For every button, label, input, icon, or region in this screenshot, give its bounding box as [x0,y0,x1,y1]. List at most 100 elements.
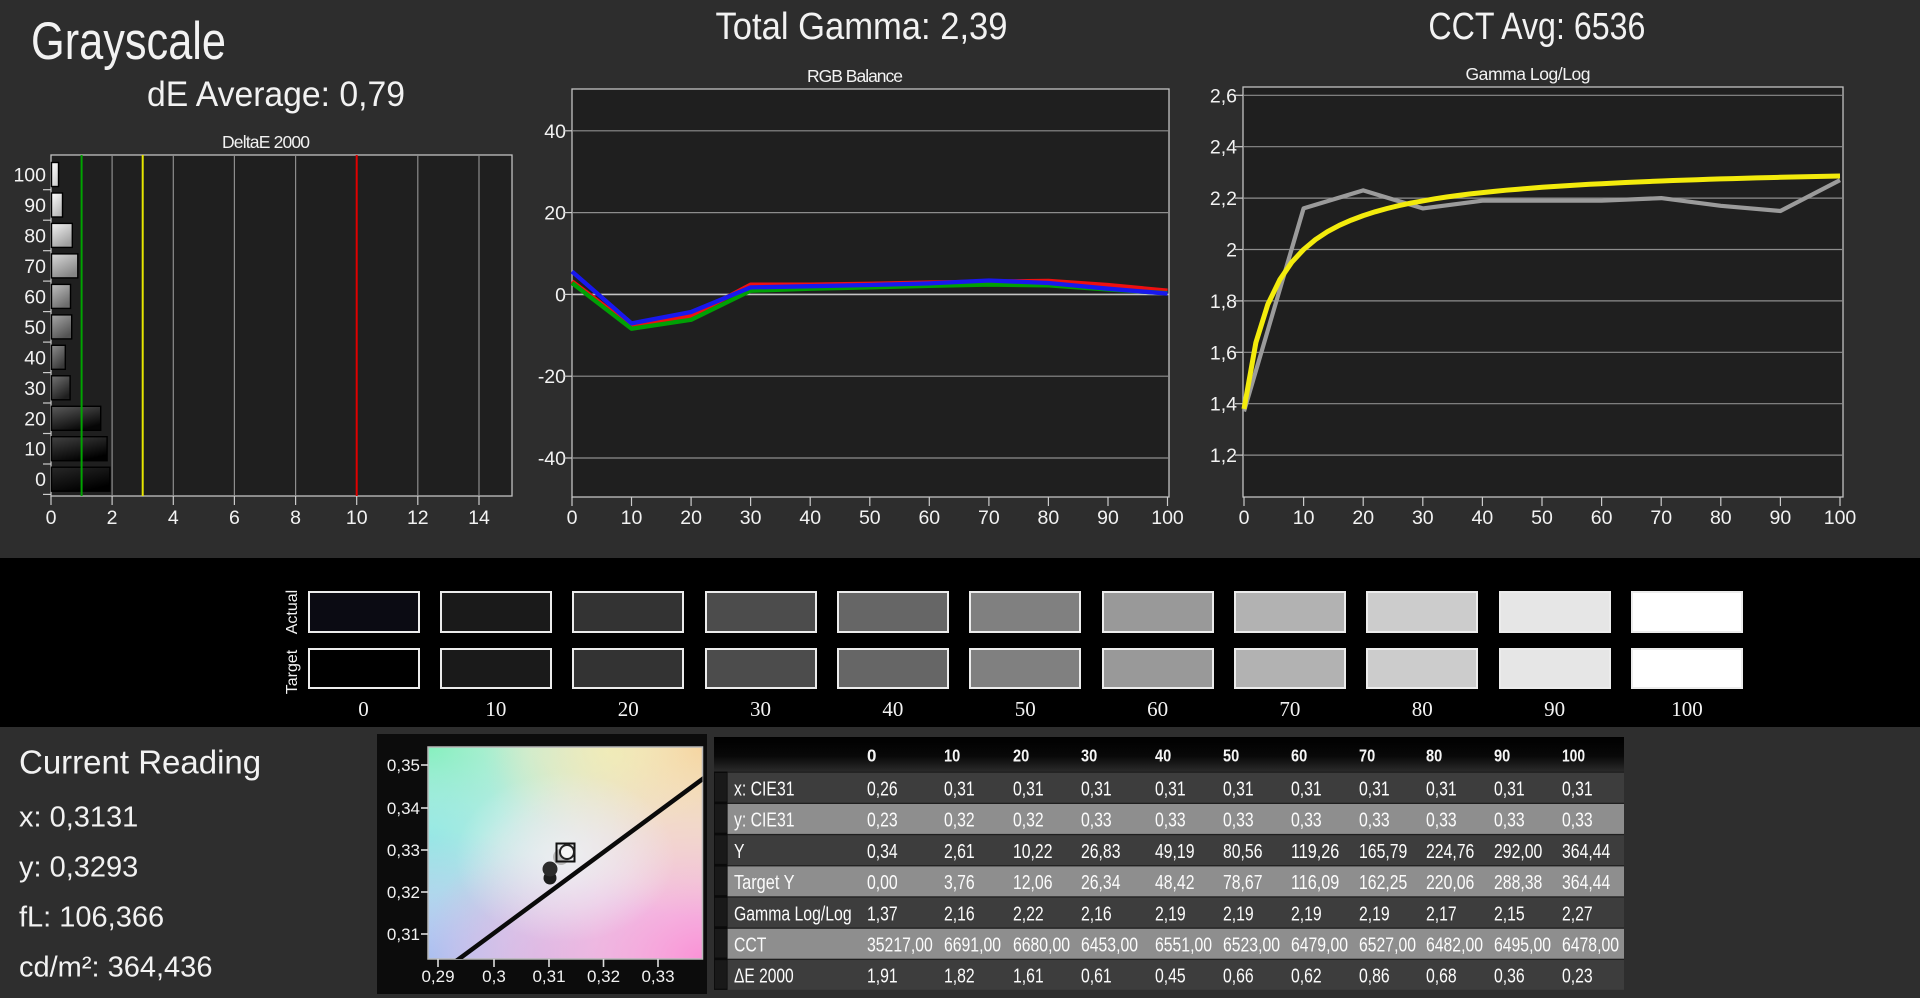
svg-text:2,16: 2,16 [1081,902,1112,925]
svg-text:48,42: 48,42 [1155,871,1195,894]
svg-text:-20: -20 [538,366,566,388]
svg-text:0,34: 0,34 [867,840,898,863]
svg-text:70: 70 [978,507,1000,529]
svg-text:0,32: 0,32 [387,883,420,902]
svg-text:0,31: 0,31 [1426,778,1457,801]
svg-text:6453,00: 6453,00 [1081,934,1138,957]
svg-text:6482,00: 6482,00 [1426,934,1483,957]
svg-text:8: 8 [290,507,301,529]
svg-text:80: 80 [1038,507,1060,529]
svg-text:6691,00: 6691,00 [944,934,1001,957]
svg-text:0,86: 0,86 [1359,965,1390,988]
svg-text:60: 60 [1291,746,1307,766]
svg-text:10: 10 [944,746,960,766]
svg-text:2,6: 2,6 [1210,85,1237,107]
svg-text:2,19: 2,19 [1291,902,1322,925]
svg-text:0,31: 0,31 [387,925,420,944]
svg-text:0,66: 0,66 [1223,965,1254,988]
svg-text:2: 2 [107,507,118,529]
svg-text:80: 80 [24,225,46,247]
svg-text:12: 12 [407,507,429,529]
svg-text:292,00: 292,00 [1494,840,1542,863]
svg-text:0,61: 0,61 [1081,965,1112,988]
svg-text:0,32: 0,32 [587,967,620,986]
svg-text:0,45: 0,45 [1155,965,1186,988]
svg-text:0,33: 0,33 [387,841,420,860]
svg-text:0,31: 0,31 [1155,778,1186,801]
svg-text:0,33: 0,33 [1426,809,1457,832]
svg-text:0,33: 0,33 [1494,809,1525,832]
svg-text:35217,00: 35217,00 [867,934,933,957]
svg-text:0,31: 0,31 [1359,778,1390,801]
svg-text:0,31: 0,31 [1223,778,1254,801]
svg-text:0,31: 0,31 [1562,778,1593,801]
svg-text:0,33: 0,33 [1291,809,1322,832]
svg-text:1,4: 1,4 [1210,394,1237,416]
svg-text:100: 100 [1151,507,1184,529]
svg-text:Total Gamma: 2,39: Total Gamma: 2,39 [716,6,1008,48]
svg-text:80,56: 80,56 [1223,840,1263,863]
svg-text:-40: -40 [538,448,566,470]
svg-text:2: 2 [1226,240,1237,262]
svg-text:6478,00: 6478,00 [1562,934,1619,957]
svg-text:3,76: 3,76 [944,871,975,894]
svg-text:162,25: 162,25 [1359,871,1407,894]
svg-text:1,37: 1,37 [867,902,898,925]
svg-text:20: 20 [1352,507,1374,529]
svg-text:ΔE 2000: ΔE 2000 [734,965,794,988]
svg-text:x: 0,3131: x: 0,3131 [19,802,138,834]
svg-text:fL: 106,366: fL: 106,366 [19,902,164,934]
svg-text:100: 100 [1562,746,1585,766]
svg-text:2,22: 2,22 [1013,902,1044,925]
svg-text:0: 0 [1239,507,1250,529]
svg-text:1,8: 1,8 [1210,291,1237,313]
svg-text:Current Reading: Current Reading [19,743,261,780]
svg-text:40: 40 [799,507,821,529]
svg-text:60: 60 [24,286,46,308]
svg-text:0,31: 0,31 [1291,778,1322,801]
svg-text:2,15: 2,15 [1494,902,1525,925]
svg-text:Gamma Log/Log: Gamma Log/Log [1466,64,1591,84]
svg-text:DeltaE 2000: DeltaE 2000 [222,132,310,152]
svg-text:2,16: 2,16 [944,902,975,925]
svg-text:40: 40 [1472,507,1494,529]
svg-text:6551,00: 6551,00 [1155,934,1212,957]
svg-text:0,62: 0,62 [1291,965,1322,988]
svg-text:RGB Balance: RGB Balance [807,66,903,86]
svg-text:224,76: 224,76 [1426,840,1474,863]
svg-text:0,00: 0,00 [867,871,898,894]
svg-text:0: 0 [555,284,566,306]
svg-text:30: 30 [1412,507,1434,529]
svg-text:0,31: 0,31 [944,778,975,801]
svg-text:1,91: 1,91 [867,965,898,988]
svg-text:0,29: 0,29 [421,967,454,986]
svg-text:30: 30 [1081,746,1097,766]
svg-text:50: 50 [1531,507,1553,529]
svg-text:1,6: 1,6 [1210,342,1237,364]
svg-text:0: 0 [867,746,877,766]
svg-text:dE Average: 0,79: dE Average: 0,79 [147,75,405,114]
svg-text:364,44: 364,44 [1562,840,1610,863]
svg-text:CCT: CCT [734,934,767,957]
svg-text:80: 80 [1710,507,1732,529]
svg-text:10,22: 10,22 [1013,840,1053,863]
svg-text:0,31: 0,31 [1013,778,1044,801]
svg-text:116,09: 116,09 [1291,871,1339,894]
svg-text:60: 60 [1591,507,1613,529]
svg-text:2,4: 2,4 [1210,137,1237,159]
svg-text:40: 40 [544,121,566,143]
svg-text:10: 10 [24,439,46,461]
svg-text:6680,00: 6680,00 [1013,934,1070,957]
svg-text:90: 90 [24,195,46,217]
svg-text:40: 40 [24,347,46,369]
svg-text:288,38: 288,38 [1494,871,1542,894]
svg-text:30: 30 [24,378,46,400]
svg-text:0,34: 0,34 [387,799,420,818]
svg-text:0,33: 0,33 [641,967,674,986]
svg-text:2,19: 2,19 [1223,902,1254,925]
svg-text:0,35: 0,35 [387,756,420,775]
svg-text:80: 80 [1426,746,1442,766]
svg-text:0,33: 0,33 [1223,809,1254,832]
svg-text:26,83: 26,83 [1081,840,1121,863]
svg-text:y: 0,3293: y: 0,3293 [19,852,138,884]
